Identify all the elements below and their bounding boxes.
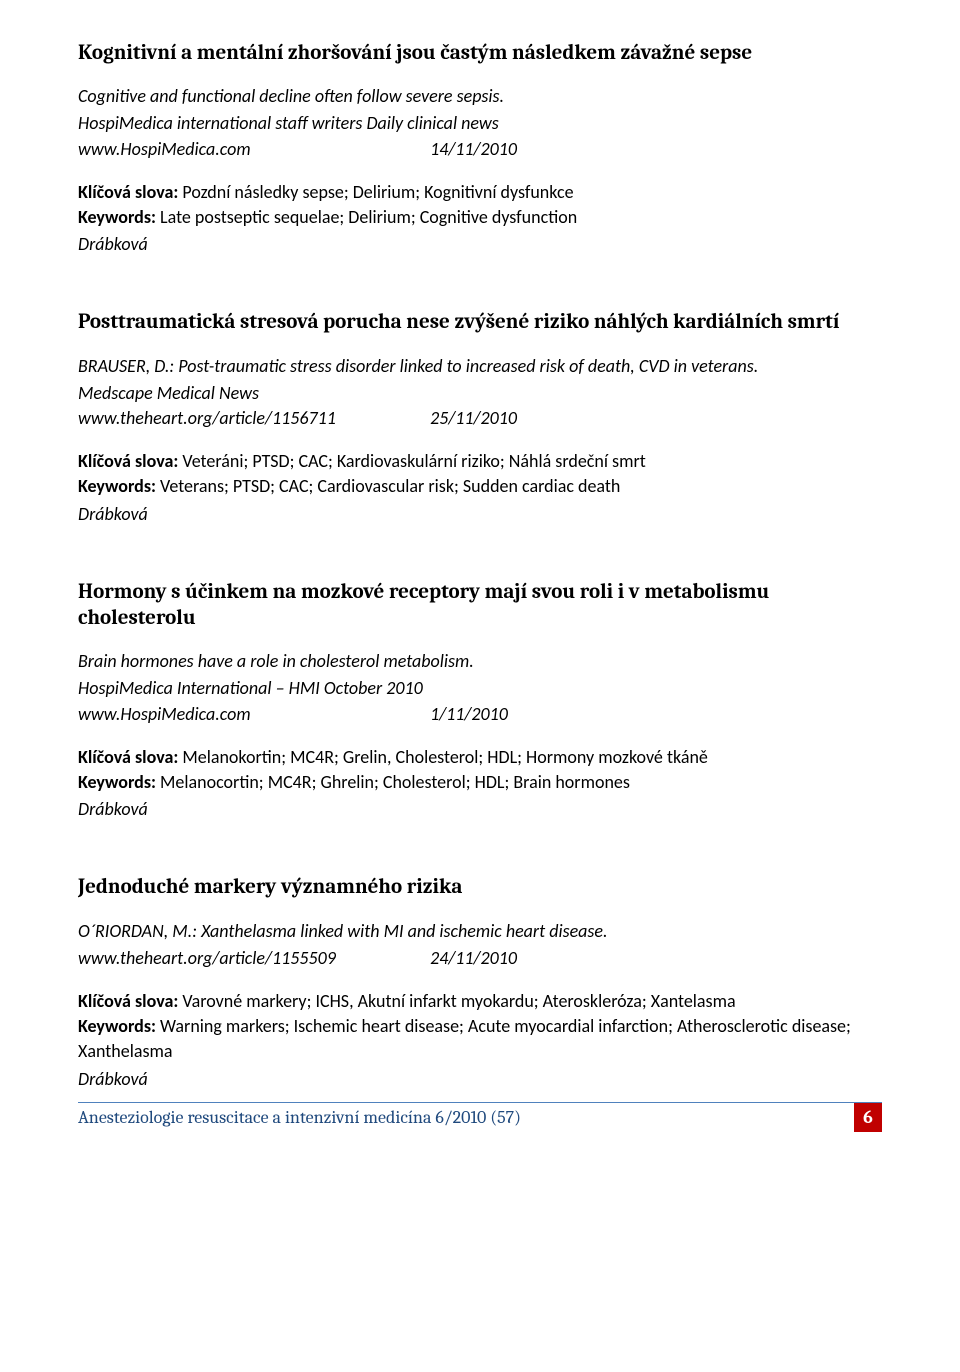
article-author: Drábková — [78, 797, 882, 822]
article-source-row: www.HospiMedica.com 14/11/2010 — [78, 137, 882, 162]
article-author: Drábková — [78, 1067, 882, 1092]
article-title-cz: Jednoduché markery významného rizika — [78, 874, 882, 900]
article-source-date: 1/11/2010 — [430, 702, 508, 727]
article-source-url: www.HospiMedica.com — [78, 702, 426, 727]
keywords-en: Keywords: Warning markers; Ischemic hear… — [78, 1014, 882, 1064]
article-source-date: 25/11/2010 — [430, 406, 517, 431]
keywords-cz-value: Melanokortin; MC4R; Grelin, Cholesterol;… — [182, 746, 708, 768]
keywords-en: Keywords: Veterans; PTSD; CAC; Cardiovas… — [78, 474, 882, 499]
footer-text: Anesteziologie resuscitace a intenzivní … — [78, 1103, 854, 1132]
article-block: Kognitivní a mentální zhoršování jsou ča… — [78, 40, 882, 257]
article-source-url: www.theheart.org/article/1156711 — [78, 406, 426, 431]
article-source-line: HospiMedica international staff writers … — [78, 111, 882, 136]
keywords-cz: Klíčová slova: Varovné markery; ICHS, Ak… — [78, 989, 882, 1014]
article-block: Posttraumatická stresová porucha nese zv… — [78, 309, 882, 526]
keywords-en-label: Keywords: — [78, 206, 160, 228]
article-source-row: www.theheart.org/article/1156711 25/11/2… — [78, 406, 882, 431]
article-block: Jednoduché markery významného rizika O´R… — [78, 874, 882, 1091]
keywords-en-value: Veterans; PTSD; CAC; Cardiovascular risk… — [160, 475, 620, 497]
keywords-cz: Klíčová slova: Pozdní následky sepse; De… — [78, 180, 882, 205]
article-title-cz: Posttraumatická stresová porucha nese zv… — [78, 309, 882, 335]
article-subtitle-en: BRAUSER, D.: Post-traumatic stress disor… — [78, 354, 882, 379]
keywords-en: Keywords: Late postseptic sequelae; Deli… — [78, 205, 882, 230]
article-block: Hormony s účinkem na mozkové receptory m… — [78, 579, 882, 823]
article-subtitle-en: O´RIORDAN, M.: Xanthelasma linked with M… — [78, 919, 882, 944]
article-subtitle-en: Brain hormones have a role in cholestero… — [78, 649, 882, 674]
article-title-cz: Kognitivní a mentální zhoršování jsou ča… — [78, 40, 882, 66]
article-source-row: www.theheart.org/article/1155509 24/11/2… — [78, 946, 882, 971]
article-source-date: 24/11/2010 — [430, 946, 517, 971]
article-source-url: www.theheart.org/article/1155509 — [78, 946, 426, 971]
keywords-cz-label: Klíčová slova: — [78, 990, 182, 1012]
keywords-cz-label: Klíčová slova: — [78, 181, 182, 203]
footer-page-number: 6 — [854, 1103, 882, 1132]
keywords-cz-value: Varovné markery; ICHS, Akutní infarkt my… — [182, 990, 735, 1012]
keywords-cz: Klíčová slova: Veteráni; PTSD; CAC; Kard… — [78, 449, 882, 474]
page-footer: Anesteziologie resuscitace a intenzivní … — [0, 1102, 960, 1152]
keywords-en: Keywords: Melanocortin; MC4R; Ghrelin; C… — [78, 770, 882, 795]
article-title-cz: Hormony s účinkem na mozkové receptory m… — [78, 579, 882, 632]
keywords-en-label: Keywords: — [78, 475, 160, 497]
article-source-row: www.HospiMedica.com 1/11/2010 — [78, 702, 882, 727]
keywords-cz-label: Klíčová slova: — [78, 450, 182, 472]
keywords-en-value: Late postseptic sequelae; Delirium; Cogn… — [160, 206, 577, 228]
page-body: Kognitivní a mentální zhoršování jsou ča… — [0, 0, 960, 1092]
article-source-line: Medscape Medical News — [78, 381, 882, 406]
keywords-en-value: Melanocortin; MC4R; Ghrelin; Cholesterol… — [160, 771, 630, 793]
keywords-cz-value: Veteráni; PTSD; CAC; Kardiovaskulární ri… — [182, 450, 645, 472]
article-author: Drábková — [78, 232, 882, 257]
keywords-cz-value: Pozdní následky sepse; Delirium; Kogniti… — [182, 181, 573, 203]
article-subtitle-en: Cognitive and functional decline often f… — [78, 84, 882, 109]
article-source-date: 14/11/2010 — [430, 137, 517, 162]
footer-row: Anesteziologie resuscitace a intenzivní … — [78, 1103, 882, 1132]
article-source-url: www.HospiMedica.com — [78, 137, 426, 162]
keywords-en-value: Warning markers; Ischemic heart disease;… — [78, 1015, 851, 1062]
keywords-cz-label: Klíčová slova: — [78, 746, 182, 768]
article-author: Drábková — [78, 502, 882, 527]
keywords-en-label: Keywords: — [78, 771, 160, 793]
article-source-line: HospiMedica International – HMI October … — [78, 676, 882, 701]
keywords-cz: Klíčová slova: Melanokortin; MC4R; Greli… — [78, 745, 882, 770]
keywords-en-label: Keywords: — [78, 1015, 160, 1037]
